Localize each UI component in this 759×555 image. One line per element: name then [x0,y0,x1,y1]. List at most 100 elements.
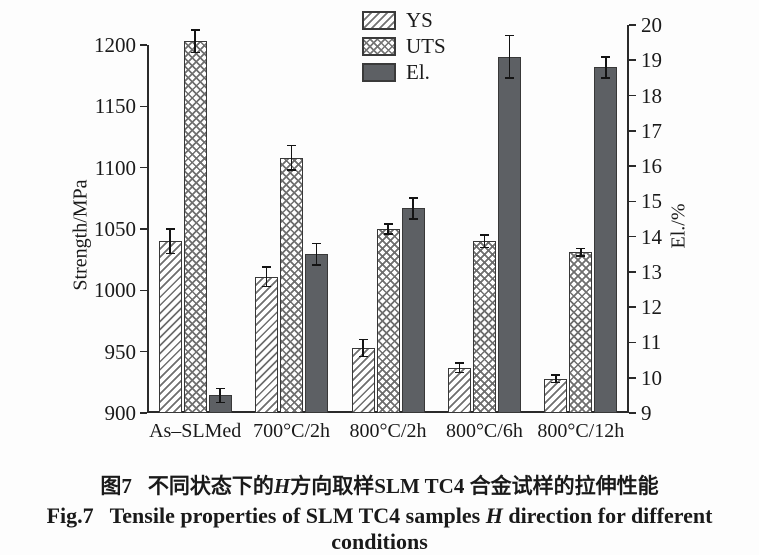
error-bar-cap [262,285,272,288]
error-bar-cap [576,247,586,250]
error-bar-cap [504,34,514,37]
x-axis-category-label: 800°C/12h [537,420,625,442]
chart-legend: YS UTS El. [362,7,446,85]
left-axis-tick [140,44,147,46]
legend-row-ys: YS [362,7,446,33]
error-bar [555,374,557,383]
left-axis-tick [140,228,147,230]
error-bar-cap [165,228,175,230]
caption-cn-text-pre: 不同状态下的 [147,474,274,498]
error-bar-cap [601,77,611,79]
bar-ys-3 [447,367,471,413]
caption-chinese: 图7 不同状态下的H方向取样SLM TC4 合金试样的拉伸性能 [0,474,759,498]
bar-uts-1 [280,157,304,413]
bar-ys-4 [544,378,568,413]
error-bar-cap [190,51,200,54]
right-axis-tick [629,271,636,273]
legend-label-el: El. [406,60,430,84]
legend-row-el: El. [362,59,446,85]
left-axis-tick-label: 1050 [94,217,136,241]
right-axis-tick-label: 19 [641,48,662,73]
error-bar [412,197,414,219]
caption-cn-fig-number: 图7 [100,474,132,498]
legend-label-ys: YS [406,8,433,32]
left-axis-tick-label: 950 [104,339,137,364]
right-axis-tick [629,165,636,167]
error-bar [169,229,171,254]
error-bar-cap [287,144,297,147]
error-bar [290,145,293,171]
right-axis-tick-label: 9 [641,401,652,425]
error-bar-cap [408,218,418,220]
right-axis-title: El./% [667,203,690,249]
right-axis-tick-label: 14 [641,224,662,249]
error-bar-cap [287,169,297,171]
right-axis-tick-label: 13 [641,259,662,284]
error-bar-cap [551,374,561,376]
error-bar-cap [215,387,225,390]
error-bar-cap [312,242,322,245]
error-bar [605,56,607,78]
left-axis-tick-label: 1000 [94,278,136,303]
right-axis-tick [629,306,636,308]
error-bar [458,362,461,373]
caption-cn-text-post: 方向取样SLM TC4 合金试样的拉伸性能 [290,474,659,498]
right-axis-tick [629,341,636,344]
right-axis-spine [627,25,629,413]
x-axis-category-label: As–SLMed [149,420,242,442]
caption-en-fig-number: Fig.7 [46,503,94,528]
left-axis-tick-label: 900 [104,401,137,425]
right-axis-tick [629,94,636,97]
right-axis-tick [629,24,636,26]
left-axis-title: Strength/MPa [69,179,92,291]
chart-plot-area: 900 950 1000 1050 1100 1150 1200 9 10 11 12 13 14 15 1… [94,14,662,442]
error-bar [580,248,582,256]
ys-swatch-icon [362,10,396,30]
left-axis-tick [140,412,147,414]
caption-english: Fig.7 Tensile properties of SLM TC4 sampl… [0,503,759,555]
error-bar-cap [601,55,611,58]
left-axis-tick [140,166,147,169]
x-axis-category-label: 800°C/2h [349,420,427,442]
bar-ys-0 [158,241,182,413]
left-axis-tick [140,105,147,108]
error-bar [362,339,364,357]
bar-uts-3 [472,241,496,413]
caption-en-text-pre: Tensile properties of SLM TC4 samples [109,503,486,528]
right-axis-tick-label: 12 [641,295,662,320]
error-bar [387,224,389,234]
left-axis-tick-label: 1150 [94,94,136,119]
bar-el-3 [497,56,521,413]
left-axis-tick-label: 1200 [94,33,136,57]
x-axis-category-label: 800°C/6h [445,420,523,442]
bar-el-4 [594,67,618,413]
error-bar-cap [383,233,393,235]
error-bar [194,30,196,53]
left-axis-spine [147,45,149,413]
error-bar [508,35,511,78]
bar-uts-4 [569,252,593,413]
error-bar [219,388,221,403]
right-axis-tick [629,130,636,132]
caption-en-italic-h: H [485,503,503,528]
left-axis-tick-label: 1100 [94,155,136,180]
error-bar-cap [383,223,393,225]
error-bar-cap [165,252,175,255]
right-axis-tick-label: 15 [641,189,662,214]
uts-swatch-icon [362,36,396,56]
right-axis-tick-label: 10 [641,365,662,390]
right-axis-tick [629,235,636,238]
error-bar-cap [551,381,561,384]
error-bar [265,267,268,287]
right-axis-tick-label: 11 [641,330,662,355]
error-bar-cap [454,361,464,364]
error-bar-cap [408,197,418,199]
bar-el-1 [305,254,329,413]
bar-ys-2 [351,347,375,413]
left-axis-tick [140,350,147,353]
right-axis-tick-label: 20 [641,13,662,37]
error-bar-cap [504,77,514,79]
error-bar-cap [190,29,200,32]
bar-ys-1 [255,276,279,413]
